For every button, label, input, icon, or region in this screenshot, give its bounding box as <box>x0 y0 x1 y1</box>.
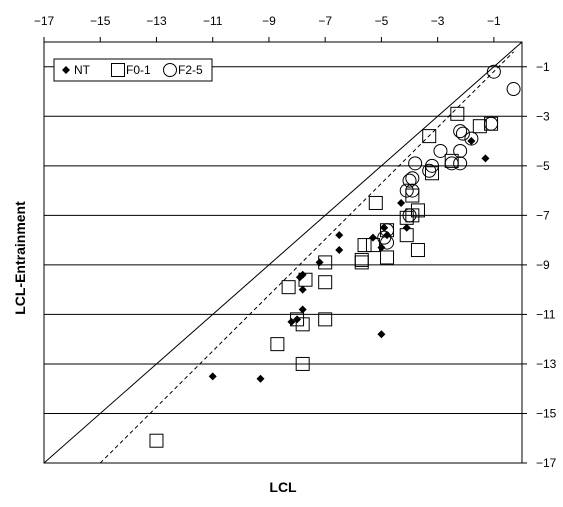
y-tick-labels: −1 −3 −5 −7 −9 −11 −13 −15 −17 <box>536 60 557 470</box>
point-f0-1 <box>410 203 425 218</box>
point-f0-1 <box>422 129 437 144</box>
point-f0-1 <box>450 106 465 121</box>
y-tick-label: −17 <box>536 456 557 470</box>
point-f0-1 <box>298 272 313 287</box>
legend-marker <box>62 66 70 74</box>
point-f0-1 <box>368 195 383 210</box>
x-tick-label: −9 <box>262 14 276 28</box>
point-nt <box>287 317 296 326</box>
point-f2-5 <box>433 143 448 158</box>
legend-label: F2-5 <box>178 63 203 77</box>
point-f2-5 <box>408 156 423 171</box>
point-f0-1 <box>290 312 305 327</box>
y-tick-label: −11 <box>536 307 556 321</box>
point-f2-5 <box>405 183 420 198</box>
point-f2-5 <box>453 124 468 139</box>
point-nt <box>298 305 307 314</box>
point-nt <box>481 154 490 163</box>
x-tick-label: −11 <box>203 14 223 28</box>
point-f0-1 <box>295 317 310 332</box>
point-nt <box>402 223 411 232</box>
point-f0-1 <box>318 312 333 327</box>
data-points <box>149 64 521 448</box>
point-nt <box>298 285 307 294</box>
point-f0-1 <box>295 356 310 371</box>
point-nt <box>315 258 324 267</box>
legend-marker <box>111 63 125 77</box>
point-f0-1 <box>270 337 285 352</box>
point-nt <box>295 273 304 282</box>
y-tick-label: −1 <box>536 60 550 74</box>
y-tick-label: −9 <box>536 258 550 272</box>
legend-label: NT <box>74 63 91 77</box>
y-tick-label: −5 <box>536 159 550 173</box>
point-f0-1 <box>472 119 487 134</box>
y-tick-label: −3 <box>536 109 550 123</box>
point-f2-5 <box>377 230 392 245</box>
point-f2-5 <box>453 156 468 171</box>
x-tick-label: −1 <box>487 14 501 28</box>
point-f2-5 <box>402 208 417 223</box>
point-f2-5 <box>380 223 395 238</box>
point-f0-1 <box>410 243 425 258</box>
point-f0-1 <box>149 433 164 448</box>
point-nt <box>256 374 265 383</box>
plot-border <box>43 41 523 464</box>
point-f0-1 <box>365 238 380 253</box>
y-tick-label: −7 <box>536 208 550 222</box>
x-axis-title: LCL <box>269 479 297 495</box>
point-nt <box>467 137 476 146</box>
point-f2-5 <box>444 156 459 171</box>
axes <box>43 37 527 464</box>
point-nt <box>335 231 344 240</box>
one-to-one-line <box>43 41 523 464</box>
legend-marker <box>163 63 177 77</box>
point-f2-5 <box>405 171 420 186</box>
reference-lines <box>43 41 523 464</box>
y-axis-title: LCL-Entrainment <box>12 201 28 315</box>
point-f0-1 <box>354 255 369 270</box>
point-f2-5 <box>484 116 499 131</box>
x-tick-label: −5 <box>375 14 389 28</box>
x-tick-label: −13 <box>146 14 167 28</box>
point-f0-1 <box>318 255 333 270</box>
point-f0-1 <box>281 280 296 295</box>
point-f2-5 <box>399 183 414 198</box>
x-tick-label: −7 <box>318 14 332 28</box>
trend-line <box>99 51 514 464</box>
point-f0-1 <box>405 208 420 223</box>
point-f0-1 <box>380 250 395 265</box>
point-f2-5 <box>506 82 521 97</box>
point-f2-5 <box>453 143 468 158</box>
point-f0-1 <box>399 210 414 225</box>
x-tick-labels: −17 −15 −13 −11 −9 −7 −5 −3 −1 <box>34 14 501 28</box>
x-tick-label: −3 <box>431 14 445 28</box>
y-tick-label: −13 <box>536 357 557 371</box>
legend-label: F0-1 <box>126 63 151 77</box>
point-f2-5 <box>422 163 437 178</box>
point-nt <box>208 372 217 381</box>
point-nt <box>397 198 406 207</box>
x-tick-label: −15 <box>90 14 111 28</box>
point-f2-5 <box>455 126 470 141</box>
point-f2-5 <box>486 64 501 79</box>
point-f0-1 <box>425 166 440 181</box>
point-nt <box>377 330 386 339</box>
point-nt <box>335 246 344 255</box>
point-f2-5 <box>402 173 417 188</box>
x-tick-label: −17 <box>34 14 55 28</box>
point-f0-1 <box>318 275 333 290</box>
point-f0-1 <box>357 238 372 253</box>
legend: NT F0-1 F2-5 <box>53 58 213 82</box>
point-f0-1 <box>399 228 414 243</box>
y-tick-label: −15 <box>536 406 557 420</box>
point-f0-1 <box>405 188 420 203</box>
point-f2-5 <box>464 131 479 146</box>
